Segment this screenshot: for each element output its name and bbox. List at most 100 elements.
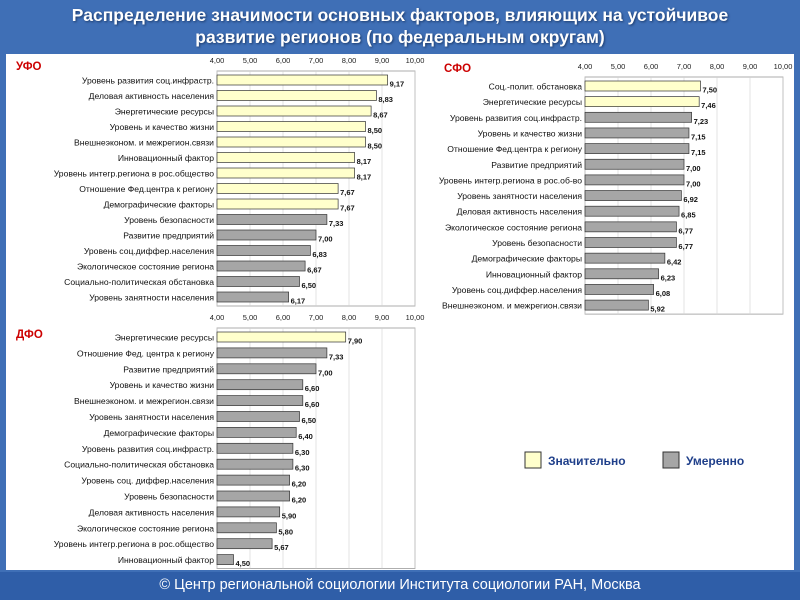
bar-moderate <box>584 174 685 186</box>
bar-moderate <box>216 490 290 502</box>
category-label: Социально-политическая обстановка <box>64 277 214 287</box>
bar-moderate <box>216 458 294 470</box>
category-label: Развитие предприятий <box>123 231 214 241</box>
title-line-2: развитие регионов (по федеральным округа… <box>195 27 605 47</box>
value-label: 6,83 <box>312 250 327 259</box>
bar-moderate <box>584 237 677 248</box>
category-label: Уровень развития соц.инфрастр. <box>82 76 214 86</box>
bar-moderate <box>216 554 234 565</box>
category-label: Уровень соц.диффер.населения <box>452 285 583 295</box>
chart-3: ДФО 4,00 5,00 6,00 7,00 8,00 9,00 10,00 Энергети… <box>16 313 425 570</box>
category-label: Уровень соц. диффер.населения <box>81 476 214 486</box>
bar-high <box>584 80 701 92</box>
category-label: Отношение Фед.центра к региону <box>447 144 582 154</box>
category-label: Уровень и качество жизни <box>478 128 583 138</box>
value-label: 5,92 <box>650 305 665 314</box>
category-label: Развитие предприятий <box>123 364 214 374</box>
footer-credit: © Центр региональной социологии Институт… <box>0 572 800 600</box>
x-tick-label: 4,00 <box>578 62 593 71</box>
value-label: 7,00 <box>686 179 701 188</box>
legend-item-moderate: Умеренно <box>662 451 744 469</box>
watermark: MyShared <box>606 534 727 564</box>
bar-high <box>216 105 372 117</box>
legend-label: Значительно <box>548 454 626 468</box>
category-label: Внешнеэконом. и межрегион.связи <box>74 396 214 406</box>
bar-high <box>216 331 347 343</box>
category-label: Экологическое состояние региона <box>445 222 582 232</box>
bar-high <box>216 152 355 163</box>
value-label: 6,30 <box>295 448 310 457</box>
value-label: 6,77 <box>678 226 693 235</box>
bar-moderate <box>216 291 289 303</box>
value-label: 6,08 <box>656 289 671 298</box>
bar-moderate <box>584 205 680 217</box>
value-label: 6,60 <box>305 400 320 409</box>
value-label: 6,67 <box>307 266 322 275</box>
x-tick-label: 10,00 <box>406 313 425 322</box>
bar-high <box>216 90 377 101</box>
x-tick-label: 4,00 <box>210 56 225 65</box>
value-label: 6,42 <box>667 258 682 267</box>
x-tick-label: 7,00 <box>677 62 692 71</box>
category-label: Уровень соц.диффер.населения <box>84 246 215 256</box>
title-line-1: Распределение значимости основных фактор… <box>71 5 729 25</box>
bar-moderate <box>216 379 304 391</box>
bar-moderate <box>216 411 300 422</box>
page-title: Распределение значимости основных фактор… <box>0 4 800 48</box>
bar-high <box>584 96 700 108</box>
category-label: Демографические факторы <box>104 200 214 210</box>
value-label: 8,17 <box>357 157 372 166</box>
chart-panel <box>6 54 794 570</box>
category-label: Демографические факторы <box>104 428 214 438</box>
category-label: Деловая активность населения <box>89 507 215 517</box>
category-label: Уровень интегр.региона в рос.об-во <box>439 175 582 185</box>
x-tick-label: 8,00 <box>342 313 357 322</box>
category-label: Отношение Фед.центра к региону <box>79 184 214 194</box>
category-label: Внешнеэконом. и межрегион.связи <box>442 301 582 311</box>
category-label: Экологическое состояние региона <box>77 262 214 272</box>
category-label: Энергетические ресурсы <box>115 107 214 117</box>
value-label: 6,20 <box>292 496 307 505</box>
value-label: 7,33 <box>329 219 344 228</box>
bar-moderate <box>216 522 277 534</box>
bar-high <box>216 121 366 132</box>
value-label: 8,83 <box>378 95 393 104</box>
value-label: 7,67 <box>340 204 355 213</box>
x-tick-label: 4,00 <box>210 313 225 322</box>
watermark-icon <box>612 538 642 566</box>
category-label: Уровень интегр.региона в рос.общество <box>54 539 214 549</box>
x-tick-label: 5,00 <box>243 56 258 65</box>
value-label: 6,50 <box>302 281 317 290</box>
value-label: 6,20 <box>292 480 307 489</box>
bar-moderate <box>584 111 692 123</box>
legend-swatch <box>524 451 542 469</box>
category-label: Уровень безопасности <box>492 238 582 248</box>
category-label: Социально-политическая обстановка <box>64 460 214 470</box>
category-label: Уровень развития соц.инфрастр. <box>82 444 214 454</box>
category-label: Уровень занятности населения <box>89 412 214 422</box>
value-label: 7,46 <box>701 101 716 110</box>
category-label: Уровень развития соц.инфрастр. <box>450 113 582 123</box>
value-label: 7,90 <box>348 337 363 346</box>
category-label: Экологическое состояние региона <box>77 523 214 533</box>
category-label: Отношение Фед. центра к региону <box>77 348 215 358</box>
category-label: Развитие предприятий <box>491 160 582 170</box>
category-label: Уровень и качество жизни <box>110 380 215 390</box>
bar-high <box>216 167 355 179</box>
bar-high <box>216 136 366 148</box>
value-label: 5,80 <box>278 527 293 536</box>
bar-moderate <box>584 268 659 280</box>
category-label: Деловая активность населения <box>89 91 215 101</box>
x-tick-label: 8,00 <box>710 62 725 71</box>
category-label: Внешнеэконом. и межрегион.связи <box>74 138 214 148</box>
bar-moderate <box>216 506 281 518</box>
bar-moderate <box>216 245 311 256</box>
category-label: Энергетические ресурсы <box>483 97 582 107</box>
x-tick-label: 6,00 <box>276 313 291 322</box>
category-label: Инновационный фактор <box>118 555 214 565</box>
bar-moderate <box>216 442 294 454</box>
bar-moderate <box>216 538 273 550</box>
bar-moderate <box>584 252 666 264</box>
chart-1: УФО 4,00 5,00 6,00 7,00 8,00 9,00 10,00 Уровень … <box>16 56 424 307</box>
